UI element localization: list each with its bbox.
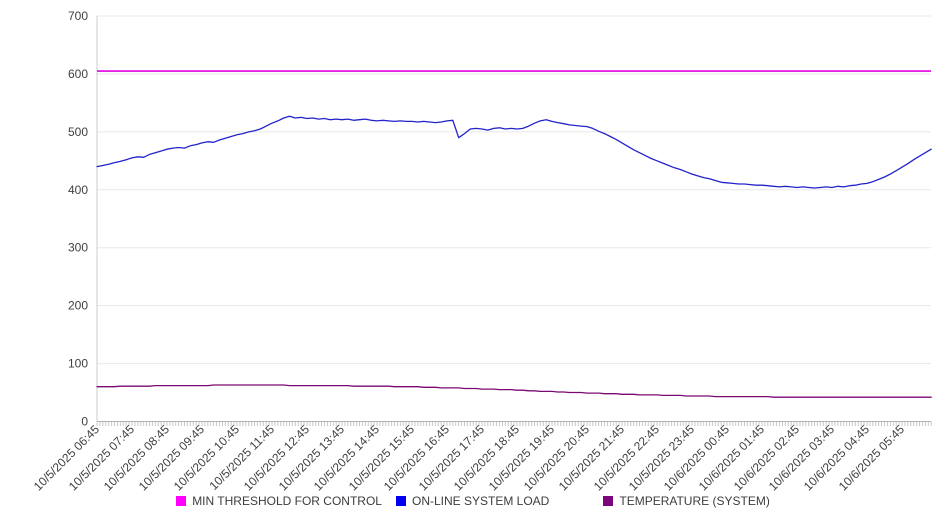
x-axis-tick-label: 10/6/2025 05:45 [836, 422, 907, 493]
legend-swatch-system-load-icon [395, 496, 406, 506]
series-line-on-line-system-load [96, 115, 932, 189]
y-axis-tick-label: 400 [68, 183, 88, 197]
y-axis-tick-label: 600 [68, 67, 88, 81]
y-axis-tick-label: 0 [81, 415, 88, 429]
y-axis-tick-label: 100 [68, 357, 88, 371]
legend-item-min-threshold: MIN THRESHOLD FOR CONTROL [176, 494, 382, 508]
legend-label-min-threshold: MIN THRESHOLD FOR CONTROL [192, 494, 382, 508]
chart-legend: MIN THRESHOLD FOR CONTROL ON-LINE SYSTEM… [0, 494, 946, 508]
series-line-temperature-system [96, 384, 932, 398]
y-axis-tick-label: 300 [68, 241, 88, 255]
legend-label-system-load: ON-LINE SYSTEM LOAD [411, 494, 550, 508]
legend-item-temperature: TEMPERATURE (SYSTEM) [603, 494, 770, 508]
legend-swatch-temperature-icon [603, 496, 614, 506]
legend-label-temperature: TEMPERATURE (SYSTEM) [619, 494, 770, 508]
legend-swatch-min-threshold-icon [176, 496, 187, 506]
y-axis-tick-label: 200 [68, 299, 88, 313]
y-axis-tick-label: 500 [68, 125, 88, 139]
legend-item-system-load: ON-LINE SYSTEM LOAD [395, 494, 550, 508]
y-axis-tick-label: 700 [68, 9, 88, 23]
